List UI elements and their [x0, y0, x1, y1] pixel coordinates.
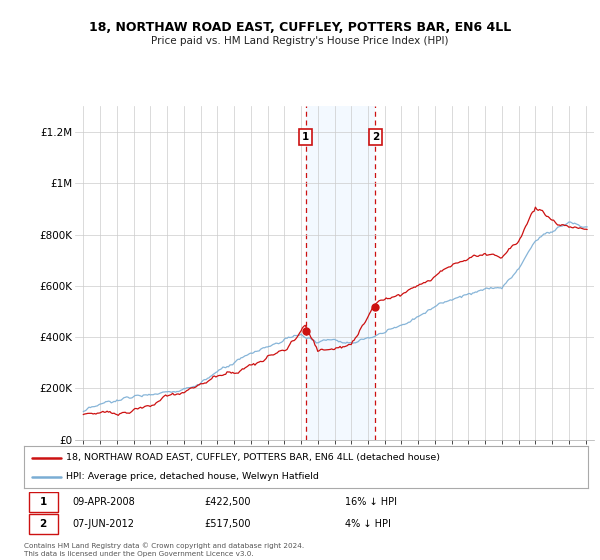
- Text: Contains HM Land Registry data © Crown copyright and database right 2024.
This d: Contains HM Land Registry data © Crown c…: [24, 542, 304, 557]
- Text: HPI: Average price, detached house, Welwyn Hatfield: HPI: Average price, detached house, Welw…: [66, 473, 319, 482]
- Text: 2: 2: [372, 132, 379, 142]
- Text: 18, NORTHAW ROAD EAST, CUFFLEY, POTTERS BAR, EN6 4LL (detached house): 18, NORTHAW ROAD EAST, CUFFLEY, POTTERS …: [66, 453, 440, 462]
- FancyBboxPatch shape: [29, 492, 58, 512]
- Text: 4% ↓ HPI: 4% ↓ HPI: [346, 519, 391, 529]
- Bar: [305, 106, 376, 440]
- Text: 18, NORTHAW ROAD EAST, CUFFLEY, POTTERS BAR, EN6 4LL: 18, NORTHAW ROAD EAST, CUFFLEY, POTTERS …: [89, 21, 511, 34]
- Text: 2: 2: [40, 519, 47, 529]
- Text: 16% ↓ HPI: 16% ↓ HPI: [346, 497, 397, 507]
- Text: Price paid vs. HM Land Registry's House Price Index (HPI): Price paid vs. HM Land Registry's House …: [151, 36, 449, 46]
- Text: 09-APR-2008: 09-APR-2008: [72, 497, 134, 507]
- Text: 1: 1: [40, 497, 47, 507]
- FancyBboxPatch shape: [29, 514, 58, 534]
- Text: £422,500: £422,500: [205, 497, 251, 507]
- Text: 07-JUN-2012: 07-JUN-2012: [72, 519, 134, 529]
- Text: 1: 1: [302, 132, 309, 142]
- Text: £517,500: £517,500: [205, 519, 251, 529]
